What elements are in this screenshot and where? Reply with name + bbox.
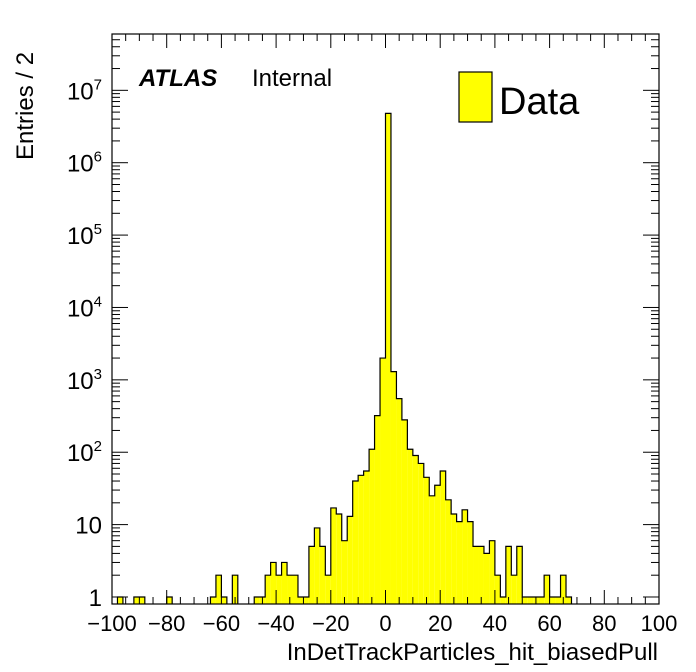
- histogram-bar: [462, 509, 468, 604]
- histogram-bar: [347, 516, 353, 604]
- histogram-bar: [281, 562, 288, 604]
- y-tick-label: 1: [89, 585, 102, 612]
- histogram-bar: [445, 499, 452, 604]
- histogram-bar: [341, 540, 348, 604]
- x-tick-label: −20: [312, 611, 349, 636]
- y-axis-ticks: [112, 33, 659, 598]
- histogram-bar: [555, 596, 561, 604]
- histogram-bar: [319, 546, 326, 604]
- histogram-bar: [221, 596, 227, 604]
- y-axis-tick-labels: 1 10 102 103 104 105 106 107: [67, 76, 102, 612]
- histogram-bar: [254, 596, 260, 604]
- histogram-bar: [522, 596, 528, 604]
- x-tick-label: −80: [148, 611, 185, 636]
- histogram-bar: [456, 521, 463, 604]
- histogram-bar: [500, 596, 506, 604]
- x-axis-tick-labels: −100 −80 −60 −40 −20 0 20 40 60 80 100: [87, 611, 677, 636]
- histogram-bar: [544, 575, 550, 604]
- histogram-bar: [265, 575, 271, 604]
- internal-label: Internal: [252, 65, 332, 92]
- x-axis-ticks: [111, 34, 660, 604]
- atlas-label: ATLAS: [138, 65, 217, 92]
- histogram-bar: [215, 575, 222, 604]
- y-tick-label: 104: [67, 293, 102, 322]
- histogram-bar: [292, 575, 298, 604]
- histogram-bar: [369, 449, 375, 604]
- x-tick-label: −60: [203, 611, 240, 636]
- histogram-bar: [314, 527, 320, 604]
- histogram-bar: [412, 455, 419, 604]
- histogram-bar: [467, 521, 474, 604]
- legend-swatch-data: [458, 71, 493, 123]
- histogram-bar: [527, 596, 534, 604]
- histogram-bar: [401, 419, 408, 604]
- histogram-bar: [494, 575, 501, 604]
- x-tick-label: 0: [379, 611, 391, 636]
- histogram-bar: [478, 546, 484, 604]
- histogram-bar: [440, 471, 446, 604]
- histogram-bar: [232, 575, 238, 604]
- histogram-bar: [166, 596, 173, 604]
- y-tick-label: 106: [67, 149, 102, 178]
- histogram-bar: [270, 562, 277, 604]
- histogram-bar: [516, 546, 523, 604]
- histogram-bar: [407, 449, 413, 604]
- histogram-bar: [538, 596, 545, 604]
- histogram-bar: [511, 575, 517, 604]
- y-tick-label: 107: [67, 76, 102, 105]
- histogram-bar: [434, 485, 441, 604]
- x-tick-label: 20: [428, 611, 452, 636]
- x-tick-label: 100: [641, 611, 678, 636]
- histogram-bar: [363, 471, 370, 604]
- y-axis-label: Entries / 2: [12, 52, 39, 160]
- x-tick-label: 60: [537, 611, 561, 636]
- y-tick-label: 105: [67, 221, 102, 250]
- histogram-bar: [473, 546, 479, 604]
- histogram-bar: [418, 463, 424, 604]
- histogram-bar: [429, 495, 435, 604]
- histogram-bar: [489, 540, 495, 604]
- histogram-bar: [276, 575, 282, 604]
- histogram-bar: [396, 398, 402, 604]
- histogram-bar: [385, 113, 391, 604]
- histogram-bar: [139, 596, 145, 604]
- x-tick-label: 80: [592, 611, 616, 636]
- histogram-bar: [358, 475, 364, 604]
- y-tick-label: 102: [67, 438, 102, 467]
- histogram-bar: [549, 596, 556, 604]
- histogram-bar: [380, 358, 386, 604]
- histogram-bar: [303, 596, 309, 604]
- histogram-bar: [308, 546, 315, 604]
- histogram-bar: [287, 575, 293, 604]
- x-tick-label: 40: [483, 611, 507, 636]
- histogram-bar: [330, 507, 337, 604]
- histogram-bar: [325, 575, 331, 604]
- histogram-bar: [374, 415, 381, 604]
- x-axis-label: InDetTrackParticles_hit_biasedPull: [287, 639, 658, 666]
- legend-label-data: Data: [499, 81, 580, 123]
- histogram-bar: [566, 596, 572, 604]
- histogram-bar: [210, 596, 216, 604]
- y-tick-label: 103: [67, 366, 102, 395]
- histogram-bar: [352, 481, 359, 604]
- histogram-bar: [483, 553, 490, 604]
- histogram-bar: [133, 596, 140, 604]
- x-tick-label: −100: [87, 611, 137, 636]
- histogram-bar: [336, 514, 342, 604]
- histogram-bar: [560, 575, 567, 604]
- histogram-bar: [423, 477, 430, 604]
- x-tick-label: −40: [257, 611, 294, 636]
- histogram-bar: [297, 596, 304, 604]
- histogram-bar: [117, 596, 123, 604]
- histogram-bar: [451, 514, 457, 604]
- histogram-bar: [505, 546, 512, 604]
- y-tick-label: 10: [75, 513, 102, 540]
- histogram-bar: [390, 371, 397, 604]
